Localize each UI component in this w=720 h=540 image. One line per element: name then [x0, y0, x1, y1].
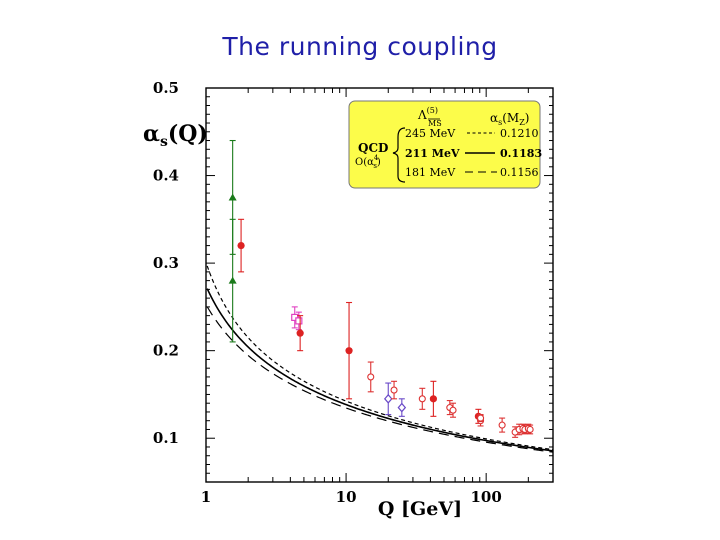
filled-circle-marker [296, 329, 304, 337]
open-circle-marker [449, 406, 457, 414]
filled-circle-marker [429, 395, 437, 403]
data-points [228, 139, 534, 438]
y-tick-label: 0.4 [153, 167, 179, 185]
x-axis-label: Q [GeV] [378, 498, 462, 520]
y-ticks: 0.1 0.2 0.3 0.4 0.5 [153, 79, 553, 483]
data-point [296, 315, 304, 352]
open-circle-marker [390, 386, 398, 394]
triangle-marker [228, 276, 237, 284]
x-tick-label: 10 [336, 488, 357, 506]
open-circle-marker [418, 395, 426, 403]
qcd-curve-181-mev [206, 306, 553, 453]
x-tick-label: 100 [471, 488, 502, 506]
data-point [367, 361, 375, 393]
y-tick-label: 0.1 [153, 429, 179, 447]
open-square-marker [295, 317, 303, 325]
y-tick-label: 0.2 [153, 342, 179, 360]
data-point [449, 402, 457, 418]
filled-circle-marker [237, 242, 245, 250]
legend-row-1-lambda: 245 MeV [405, 127, 456, 140]
legend-row-1-alpha: 0.1210 [500, 127, 539, 140]
x-tick-label: 1 [201, 488, 211, 506]
data-point [383, 382, 393, 416]
data-point [526, 424, 534, 435]
legend-header-lambda-sub: MS [428, 119, 442, 128]
legend: Λ(5) MS αs(MZ) QCD O(α4 s) 245 MeV 0.1210… [348, 100, 542, 189]
qcd-curve-245-mev [206, 265, 553, 451]
y-axis-label: αs(Q) [143, 121, 208, 150]
open-circle-marker [367, 373, 375, 381]
filled-circle-marker [345, 347, 353, 355]
data-point [498, 417, 506, 433]
open-diamond-marker [397, 402, 407, 413]
legend-box [348, 100, 541, 189]
data-point [477, 414, 485, 423]
curves [206, 265, 553, 453]
open-circle-marker [526, 425, 534, 434]
data-point [237, 218, 245, 273]
open-diamond-marker [383, 393, 393, 404]
open-circle-marker [498, 421, 506, 429]
legend-row-3-lambda: 181 MeV [405, 166, 456, 179]
data-point [345, 301, 353, 400]
legend-row-2-lambda: 211 MeV [405, 147, 460, 160]
open-circle-marker [477, 414, 485, 422]
legend-row-2-alpha: 0.1183 [500, 147, 542, 160]
triangle-marker [228, 193, 237, 201]
x-ticks: 1 10 100 [201, 88, 554, 506]
legend-qcd-label: QCD [358, 141, 388, 155]
legend-row-3-alpha: 0.1156 [500, 166, 539, 179]
data-point [446, 400, 454, 416]
data-point [295, 311, 303, 331]
legend-header-alpha: αs(MZ) [490, 111, 529, 127]
legend-header-lambda: Λ(5) [417, 106, 438, 122]
data-point [390, 380, 398, 400]
data-point [228, 218, 237, 343]
legend-order-label: O(α4 s) [355, 154, 381, 170]
slide-title: The running coupling [222, 32, 498, 61]
legend-brace [392, 127, 406, 183]
qcd-curve-211-mev [206, 288, 553, 452]
data-point [418, 387, 426, 410]
y-tick-label: 0.3 [153, 254, 179, 272]
y-tick-label: 0.5 [153, 79, 179, 97]
data-point [397, 398, 407, 417]
data-point [429, 380, 437, 417]
